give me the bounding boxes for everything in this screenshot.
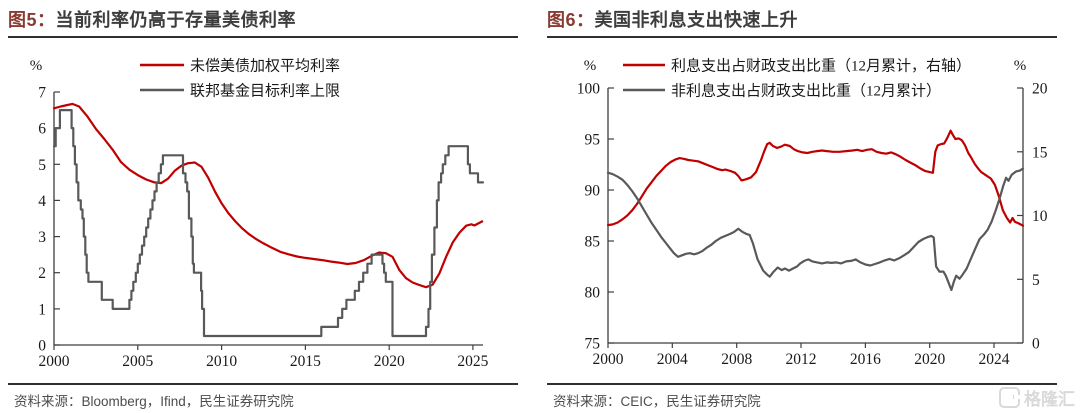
panel-fig6: 图6：美国非利息支出快速上升 75 80 85 90 95 100 0 5 10 15 20 2000… bbox=[540, 0, 1080, 413]
fig6-bottom-rule bbox=[547, 383, 1057, 385]
fig5-title: 图5：当前利率仍高于存量美债利率 bbox=[8, 6, 296, 32]
fig6-title-rule bbox=[547, 36, 1057, 38]
fig5-title-prefix: 图5： bbox=[8, 10, 56, 30]
x-axis-label: 2020 bbox=[914, 351, 945, 368]
x-axis-label: 2012 bbox=[786, 351, 817, 368]
x-axis-label: 2024 bbox=[979, 351, 1010, 368]
legend-label-1: 非利息支出占财政支出比重（12月累计） bbox=[671, 83, 941, 100]
y-axis-label-left: 95 bbox=[585, 132, 601, 149]
legend-label-0: 利息支出占财政支出比重（12月累计，右轴） bbox=[671, 58, 971, 75]
gelonghui-logo-icon bbox=[999, 387, 1021, 408]
fig5-source-text: 资料来源：Bloomberg，Ifind，民生证券研究院 bbox=[14, 394, 294, 409]
y-axis-label-right: 10 bbox=[1032, 208, 1048, 225]
y-axis-label-left: 5 bbox=[38, 157, 46, 174]
y-axis-label-right: 20 bbox=[1032, 81, 1048, 98]
legend-label-1: 联邦基金目标利率上限 bbox=[190, 83, 340, 100]
y-axis-label-left: 85 bbox=[585, 234, 601, 251]
fig6-title-text: 美国非利息支出快速上升 bbox=[594, 10, 799, 30]
series-0-line bbox=[606, 129, 1025, 227]
x-axis-label: 2000 bbox=[39, 353, 70, 370]
y-axis-label-left: 90 bbox=[585, 183, 601, 200]
fig5-title-text: 当前利率仍高于存量美债利率 bbox=[55, 10, 297, 30]
fig5-chart: 0 1 2 3 4 5 6 7 2000 2005 2010 2015 2020 2025 未偿美债加权平均… bbox=[30, 58, 489, 371]
panel-fig5: 图5：当前利率仍高于存量美债利率 0 1 2 3 4 5 6 7 2000 2005 2010 201… bbox=[8, 6, 518, 409]
series-1-line bbox=[606, 167, 1025, 292]
fig5-bottom-rule bbox=[8, 383, 518, 385]
y-axis-label-left: 6 bbox=[38, 121, 46, 138]
x-axis-label: 2010 bbox=[206, 353, 237, 370]
y-axis-label-right: 5 bbox=[1032, 272, 1040, 289]
fig6-source-text: 资料来源：CEIC，民生证券研究院 bbox=[553, 394, 761, 409]
gelonghui-watermark: 格隆汇 bbox=[999, 385, 1075, 410]
y-axis-label-left: 4 bbox=[38, 193, 46, 210]
y-axis-label-left: 7 bbox=[38, 85, 46, 102]
y-axis-label-left: 80 bbox=[585, 285, 601, 302]
series-0-line bbox=[52, 102, 484, 289]
y-axis-label-left: 75 bbox=[585, 336, 601, 353]
fig6-title-prefix: 图6： bbox=[547, 10, 595, 30]
y-axis-label-left: 1 bbox=[38, 301, 46, 318]
x-axis-label: 2016 bbox=[850, 351, 881, 368]
legend-label-0: 未偿美债加权平均利率 bbox=[190, 58, 340, 75]
x-axis-label: 2005 bbox=[122, 353, 153, 370]
y-axis-unit-left: % bbox=[30, 58, 43, 74]
y-axis-label-left: 0 bbox=[38, 338, 46, 355]
x-axis-label: 2025 bbox=[457, 353, 488, 370]
fig6-chart: 75 80 85 90 95 100 0 5 10 15 20 2000 2004 2008 2012 201… bbox=[577, 58, 1048, 369]
series-1-line bbox=[52, 109, 485, 338]
x-axis-label: 2015 bbox=[290, 353, 321, 370]
x-axis-label: 2004 bbox=[657, 351, 688, 368]
y-axis-unit-left: % bbox=[584, 58, 597, 74]
y-axis-label-right: 15 bbox=[1032, 144, 1048, 161]
x-axis-label: 2008 bbox=[721, 351, 752, 368]
x-axis-label: 2000 bbox=[593, 351, 624, 368]
y-axis-label-left: 3 bbox=[38, 229, 46, 246]
gelonghui-watermark-text: 格隆汇 bbox=[1024, 390, 1075, 409]
fig5-title-rule bbox=[8, 36, 518, 38]
y-axis-label-right: 0 bbox=[1032, 336, 1040, 353]
fig6-title: 图6：美国非利息支出快速上升 bbox=[547, 6, 798, 32]
x-axis-label: 2020 bbox=[374, 353, 405, 370]
y-axis-label-left: 100 bbox=[577, 81, 601, 98]
y-axis-unit-right: % bbox=[1014, 58, 1027, 74]
y-axis-label-left: 2 bbox=[38, 265, 46, 282]
